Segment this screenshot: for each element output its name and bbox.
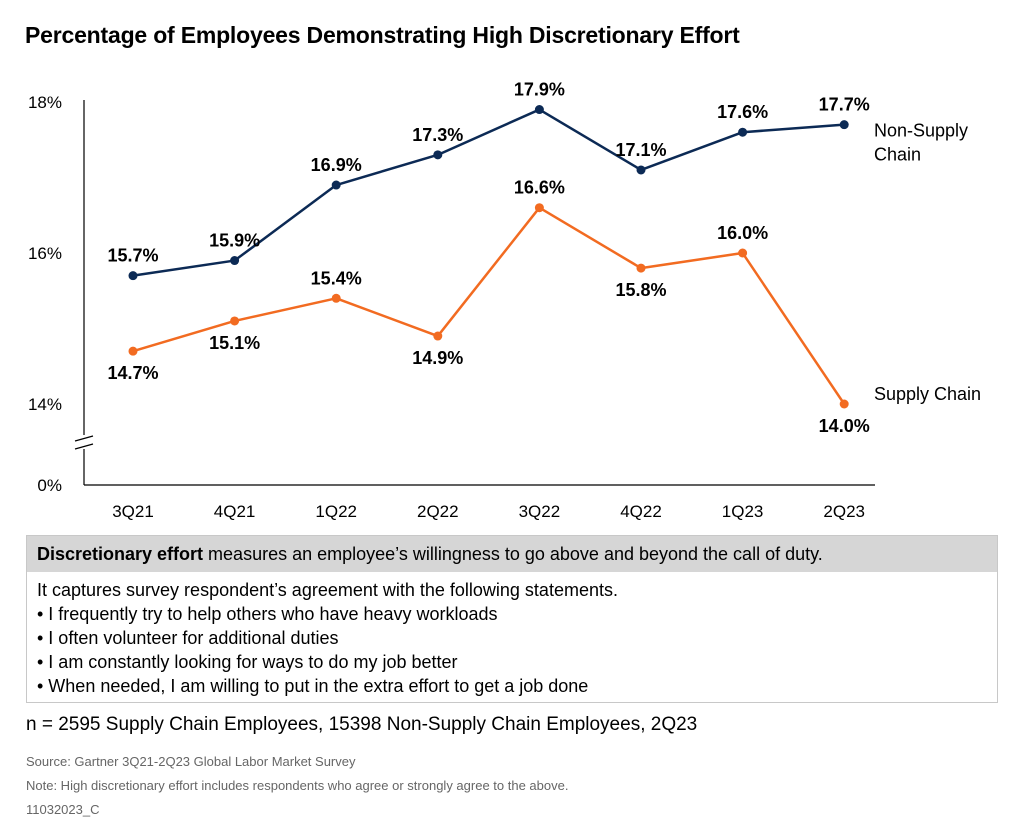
data-point xyxy=(534,105,544,115)
data-label: 15.8% xyxy=(615,280,666,300)
definition-intro: It captures survey respondent’s agreemen… xyxy=(37,580,618,600)
data-point xyxy=(128,346,138,356)
data-point xyxy=(128,271,138,281)
y-tick-label: 16% xyxy=(28,244,62,263)
x-tick-label: 4Q22 xyxy=(620,502,662,521)
data-point xyxy=(331,293,341,303)
statement-item: • When needed, I am willing to put in th… xyxy=(37,676,589,696)
series-name-label: Supply Chain xyxy=(874,384,981,404)
data-label: 14.7% xyxy=(107,363,158,383)
data-point xyxy=(738,248,748,258)
data-point xyxy=(230,256,240,266)
definition-text: measures an employee’s willingness to go… xyxy=(203,544,823,564)
sample-size-note: n = 2595 Supply Chain Employees, 15398 N… xyxy=(26,714,698,735)
data-point xyxy=(331,180,341,190)
data-point xyxy=(636,263,646,273)
data-label: 16.9% xyxy=(311,155,362,175)
definition-box: Discretionary effort measures an employe… xyxy=(26,535,998,703)
x-tick-label: 2Q23 xyxy=(823,502,865,521)
data-point xyxy=(839,120,849,130)
x-tick-label: 3Q21 xyxy=(112,502,154,521)
data-point xyxy=(738,127,748,137)
data-label: 17.3% xyxy=(412,125,463,145)
data-label: 15.4% xyxy=(311,268,362,288)
y-tick-label: 0% xyxy=(37,476,62,495)
data-label: 17.1% xyxy=(615,140,666,160)
statement-item: • I am constantly looking for ways to do… xyxy=(37,652,458,672)
data-point xyxy=(230,316,240,326)
series-supply-chain: 14.7% 15.1% 15.4% 14.9% 16.6% 15.8% 16.0% 14.0%… xyxy=(107,178,981,436)
x-tick-label: 4Q21 xyxy=(214,502,256,521)
y-tick-label: 14% xyxy=(28,395,62,414)
data-label: 15.1% xyxy=(209,333,260,353)
data-label: 16.0% xyxy=(717,223,768,243)
data-point xyxy=(433,331,443,341)
y-tick-label: 18% xyxy=(28,93,62,112)
x-tick-label: 1Q23 xyxy=(722,502,764,521)
definition-body: It captures survey respondent’s agreemen… xyxy=(27,572,997,698)
series-name-label: Chain xyxy=(874,145,921,165)
chart-title: Percentage of Employees Demonstrating Hi… xyxy=(25,22,740,48)
data-label: 17.6% xyxy=(717,102,768,122)
statement-item: • I often volunteer for additional dutie… xyxy=(37,628,339,648)
data-label: 15.9% xyxy=(209,231,260,251)
y-axis-break-mark-1 xyxy=(74,435,94,442)
statement-item: • I frequently try to help others who ha… xyxy=(37,604,498,624)
data-label: 14.9% xyxy=(412,348,463,368)
x-tick-label: 2Q22 xyxy=(417,502,459,521)
series-line xyxy=(132,206,846,405)
source-note: Source: Gartner 3Q21-2Q23 Global Labor M… xyxy=(26,754,356,769)
footnote: Note: High discretionary effort includes… xyxy=(26,778,569,793)
data-point xyxy=(636,165,646,175)
x-tick-label: 1Q22 xyxy=(315,502,357,521)
data-point xyxy=(839,399,849,409)
definition-header: Discretionary effort measures an employe… xyxy=(27,536,997,572)
data-label: 17.9% xyxy=(514,80,565,100)
series-non-supply-chain: 15.7% 15.9% 16.9% 17.3% 17.9% 17.1% 17.6% 17.7%… xyxy=(107,80,968,281)
data-point xyxy=(534,203,544,213)
document-id: 11032023_C xyxy=(26,802,100,817)
data-label: 15.7% xyxy=(107,246,158,266)
series-line xyxy=(132,108,845,277)
data-label: 17.7% xyxy=(819,95,870,115)
data-label: 14.0% xyxy=(819,416,870,436)
definition-term: Discretionary effort xyxy=(37,544,204,564)
line-chart: 18% 16% 14% 0% 3Q21 4Q21 1Q22 2Q22 3Q22 4Q22 1… xyxy=(28,80,981,521)
data-point xyxy=(433,150,443,160)
data-label: 16.6% xyxy=(514,178,565,198)
x-tick-label: 3Q22 xyxy=(519,502,561,521)
y-axis-break-mark-2 xyxy=(74,443,94,450)
series-name-label: Non-Supply xyxy=(874,121,968,141)
